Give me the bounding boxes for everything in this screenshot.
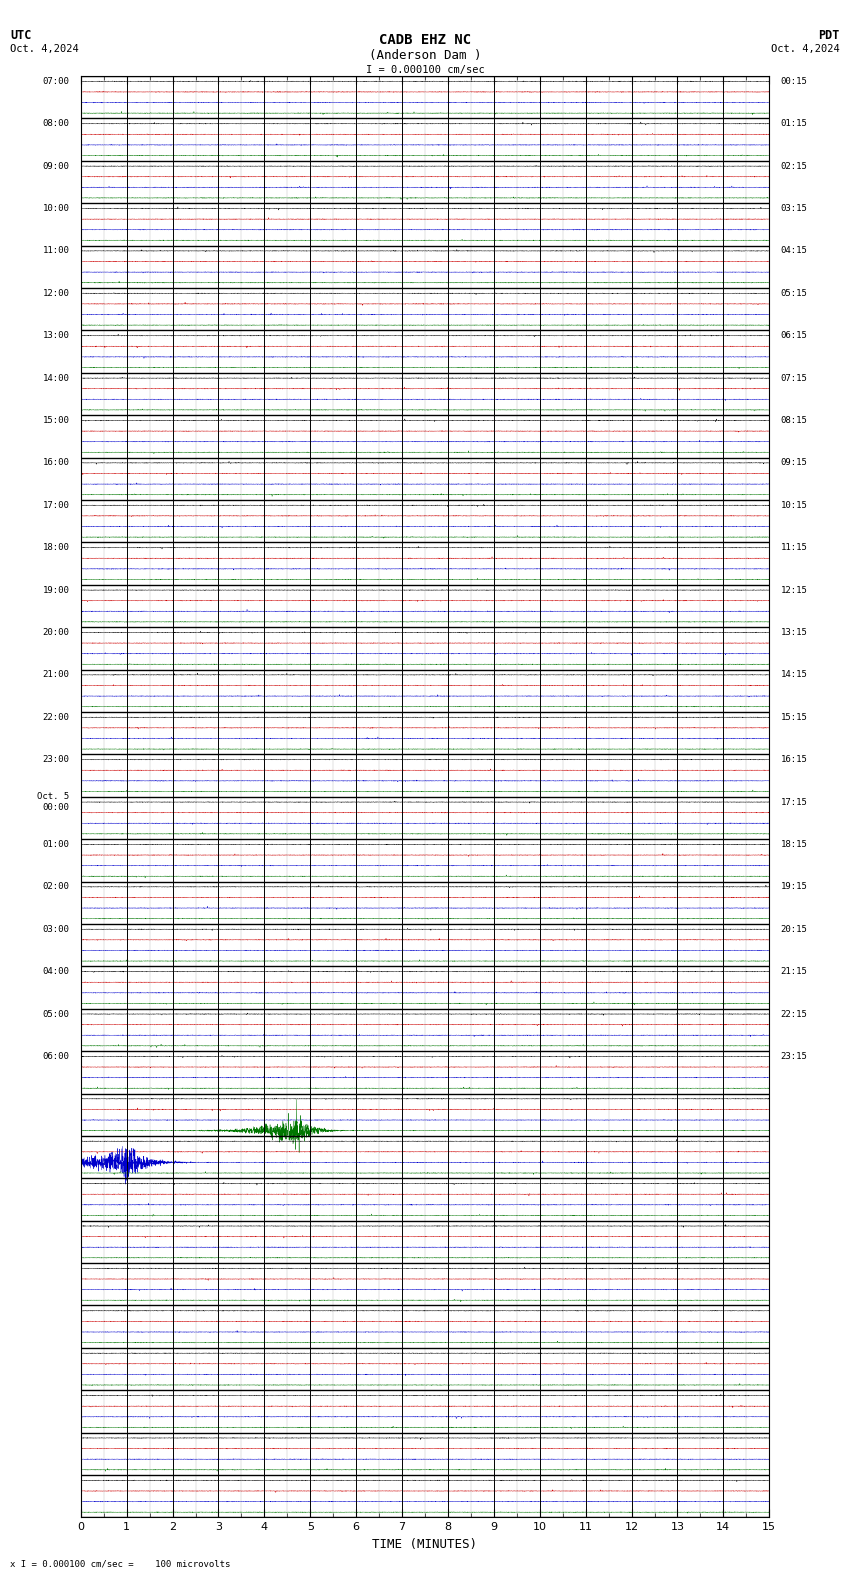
Text: 10:00: 10:00 [42,204,70,212]
Text: 11:00: 11:00 [42,247,70,255]
Text: 05:15: 05:15 [780,288,808,298]
Text: CADB EHZ NC: CADB EHZ NC [379,33,471,48]
Text: 09:00: 09:00 [42,162,70,171]
X-axis label: TIME (MINUTES): TIME (MINUTES) [372,1538,478,1551]
Text: 15:00: 15:00 [42,417,70,425]
Text: (Anderson Dam ): (Anderson Dam ) [369,49,481,62]
Text: 17:00: 17:00 [42,501,70,510]
Text: 04:15: 04:15 [780,247,808,255]
Text: 18:00: 18:00 [42,543,70,553]
Text: Oct. 4,2024: Oct. 4,2024 [771,44,840,54]
Text: 07:15: 07:15 [780,374,808,383]
Text: 05:00: 05:00 [42,1009,70,1019]
Text: 11:15: 11:15 [780,543,808,553]
Text: 01:00: 01:00 [42,840,70,849]
Text: 08:15: 08:15 [780,417,808,425]
Text: 19:15: 19:15 [780,882,808,892]
Text: 20:00: 20:00 [42,627,70,637]
Text: 10:15: 10:15 [780,501,808,510]
Text: Oct. 4,2024: Oct. 4,2024 [10,44,79,54]
Text: 02:00: 02:00 [42,882,70,892]
Text: 16:00: 16:00 [42,458,70,467]
Text: 01:15: 01:15 [780,119,808,128]
Text: 17:15: 17:15 [780,798,808,806]
Text: 20:15: 20:15 [780,925,808,933]
Text: 23:00: 23:00 [42,756,70,763]
Text: 06:15: 06:15 [780,331,808,341]
Text: 13:00: 13:00 [42,331,70,341]
Text: 00:15: 00:15 [780,78,808,86]
Text: 22:00: 22:00 [42,713,70,722]
Text: 04:00: 04:00 [42,968,70,976]
Text: 06:00: 06:00 [42,1052,70,1061]
Text: 02:15: 02:15 [780,162,808,171]
Text: 22:15: 22:15 [780,1009,808,1019]
Text: Oct. 5
00:00: Oct. 5 00:00 [37,792,70,811]
Text: 07:00: 07:00 [42,78,70,86]
Text: x I = 0.000100 cm/sec =    100 microvolts: x I = 0.000100 cm/sec = 100 microvolts [10,1559,230,1568]
Text: 14:00: 14:00 [42,374,70,383]
Text: 09:15: 09:15 [780,458,808,467]
Text: 21:00: 21:00 [42,670,70,680]
Text: 12:00: 12:00 [42,288,70,298]
Text: 12:15: 12:15 [780,586,808,594]
Text: 16:15: 16:15 [780,756,808,763]
Text: I = 0.000100 cm/sec: I = 0.000100 cm/sec [366,65,484,74]
Text: 21:15: 21:15 [780,968,808,976]
Text: 03:00: 03:00 [42,925,70,933]
Text: 13:15: 13:15 [780,627,808,637]
Text: 18:15: 18:15 [780,840,808,849]
Text: 14:15: 14:15 [780,670,808,680]
Text: 03:15: 03:15 [780,204,808,212]
Text: UTC: UTC [10,29,31,41]
Text: 19:00: 19:00 [42,586,70,594]
Text: 08:00: 08:00 [42,119,70,128]
Text: 15:15: 15:15 [780,713,808,722]
Text: 23:15: 23:15 [780,1052,808,1061]
Text: PDT: PDT [819,29,840,41]
